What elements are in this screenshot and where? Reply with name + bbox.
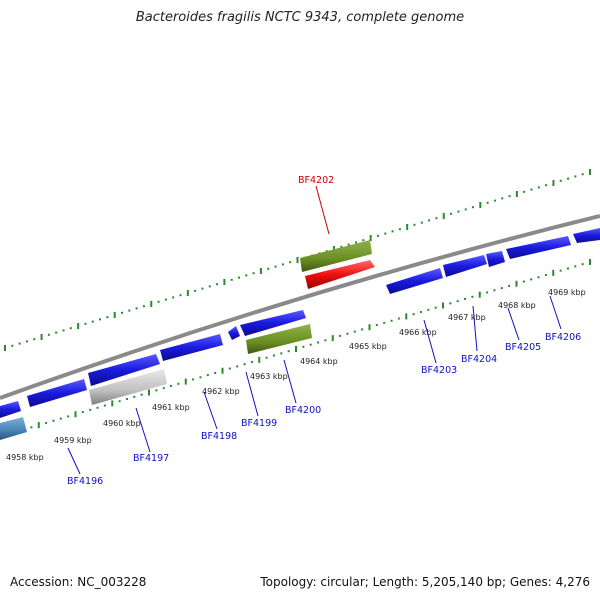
kbp-label: 4963 kbp — [250, 372, 288, 381]
map-title: Bacteroides fragilis NCTC 9343, complete… — [135, 10, 465, 25]
kbp-label: 4958 kbp — [6, 453, 44, 462]
kbp-label: 4964 kbp — [300, 357, 338, 366]
outer-tick-track — [4, 169, 591, 351]
kbp-label: 4969 kbp — [548, 288, 586, 297]
gene-label[interactable]: BF4199 — [241, 418, 277, 429]
accession-text: Accession: NC_003228 — [10, 575, 147, 589]
gene-leader-line — [549, 295, 562, 330]
gene-leader-line — [245, 371, 259, 417]
gene-label[interactable]: BF4200 — [285, 405, 321, 416]
inner-tick-track — [1, 259, 591, 439]
gene-bar-green[interactable] — [300, 240, 372, 272]
kbp-label: 4966 kbp — [399, 328, 437, 337]
gene-label[interactable]: BF4197 — [133, 453, 169, 464]
gene-label[interactable]: BF4206 — [545, 332, 581, 343]
gene-label[interactable]: BF4205 — [505, 342, 541, 353]
gene-arrow[interactable] — [486, 251, 505, 267]
kbp-label: 4962 kbp — [202, 387, 240, 396]
gene-arrow[interactable] — [506, 236, 571, 259]
gene-arrow[interactable] — [386, 268, 443, 294]
kbp-label: 4965 kbp — [349, 342, 387, 351]
kbp-label: 4968 kbp — [498, 301, 536, 310]
gene-leader-line — [135, 407, 151, 453]
gene-label[interactable]: BF4204 — [461, 354, 497, 365]
kbp-label-layer: 4958 kbp 4959 kbp 4960 kbp 4961 kbp 4962 kbp… — [6, 288, 586, 462]
gene-leader-line — [203, 391, 218, 430]
gene-label[interactable]: BF4198 — [201, 431, 237, 442]
gene-arrow[interactable] — [573, 228, 600, 243]
gene-leader-line — [283, 359, 297, 404]
gene-leader-line — [507, 307, 520, 341]
gene-bar-green[interactable] — [246, 324, 312, 354]
kbp-label: 4961 kbp — [152, 403, 190, 412]
gene-bar-steel[interactable] — [0, 417, 27, 440]
gene-leader-line — [315, 185, 330, 235]
gene-arrow[interactable] — [160, 334, 223, 361]
gene-label[interactable]: BF4196 — [67, 476, 103, 487]
gene-label[interactable]: BF4202 — [298, 175, 334, 186]
genome-summary-text: Topology: circular; Length: 5,205,140 bp… — [260, 575, 590, 589]
gene-arrow[interactable] — [0, 401, 21, 418]
kbp-label: 4959 kbp — [54, 436, 92, 445]
gene-arrow[interactable] — [240, 310, 306, 336]
gene-leader-line — [472, 305, 478, 352]
gene-features — [0, 228, 600, 440]
genome-backbone — [0, 214, 600, 400]
gene-arrow[interactable] — [228, 326, 240, 340]
gene-label[interactable]: BF4203 — [421, 365, 457, 376]
kbp-label: 4967 kbp — [448, 313, 486, 322]
gene-leader-line — [67, 447, 81, 475]
gene-bar-gray[interactable] — [89, 369, 167, 405]
gene-leader-line — [423, 319, 437, 364]
gene-arrow[interactable] — [27, 379, 87, 407]
gene-arrow-red[interactable] — [305, 260, 375, 289]
gene-arrow[interactable] — [88, 354, 160, 386]
gene-arrow[interactable] — [443, 255, 487, 277]
kbp-label: 4960 kbp — [103, 419, 141, 428]
gene-label-layer: BF4196 BF4197 BF4198 BF4199 BF4200 BF4202 BF42… — [67, 175, 581, 487]
